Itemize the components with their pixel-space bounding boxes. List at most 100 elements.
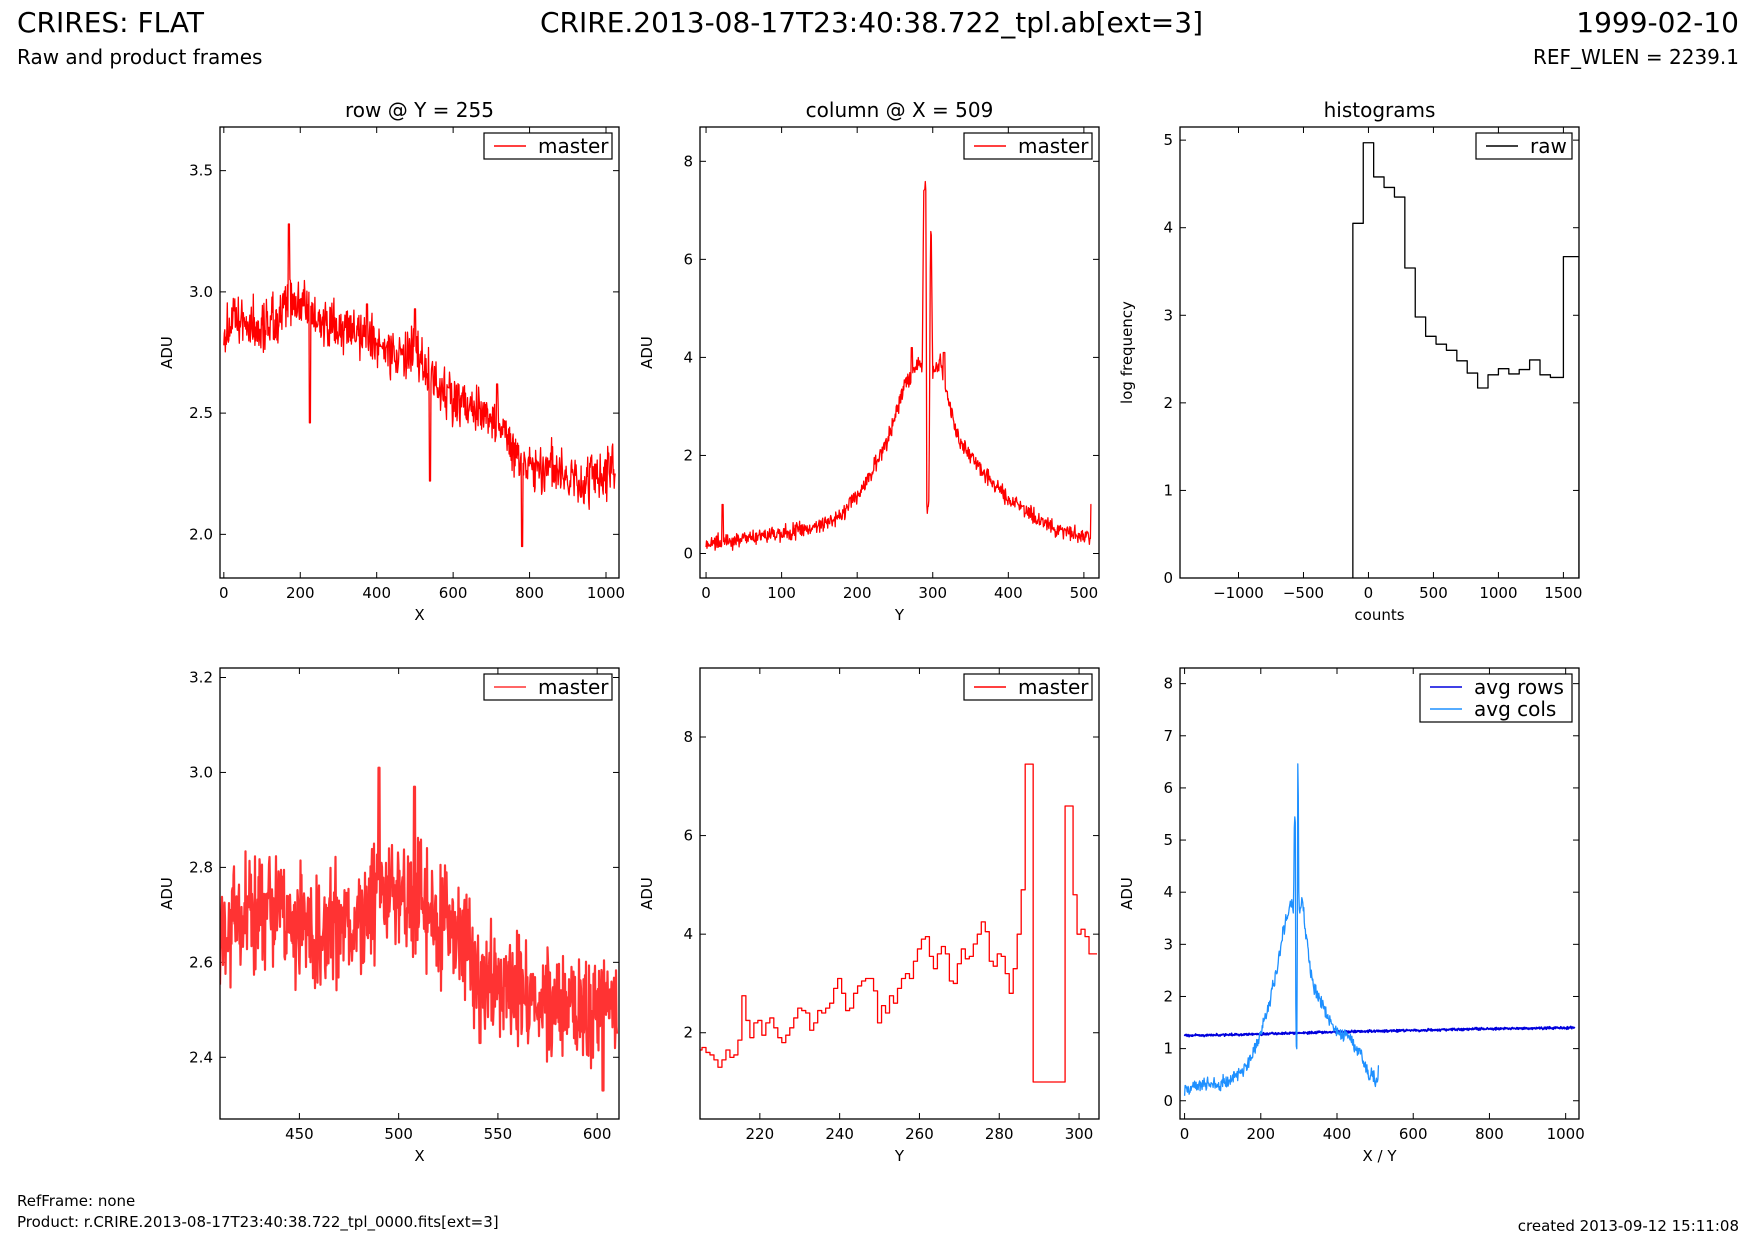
legend-label: master [1018,675,1089,699]
series-master [705,180,1092,551]
y-axis-label: ADU [638,336,656,369]
y-tick-label: 2.4 [189,1048,213,1066]
x-tick-label: 400 [994,584,1023,602]
legend-label: master [538,675,609,699]
plot-frame [1179,667,1580,1120]
plot-frame [1179,126,1580,579]
y-tick-label: 3 [1163,306,1173,324]
x-tick-label: 280 [985,1125,1014,1143]
y-tick-label: 2 [1163,987,1173,1005]
x-axis-label: X / Y [1362,1147,1397,1165]
x-axis-label: X [414,1147,424,1165]
x-tick-label: 600 [1399,1125,1428,1143]
x-tick-label: 400 [362,584,391,602]
ref-wlen-label: REF_WLEN = 2239.1 [1532,45,1739,69]
y-axis-label: ADU [158,877,176,910]
x-axis-label: Y [894,606,905,624]
plot-frame [699,667,1100,1120]
y-tick-label: 4 [683,348,693,366]
legend: master [483,132,613,160]
chart-title: row @ Y = 255 [345,98,494,122]
legend: master [963,673,1093,701]
plot-area [223,223,616,548]
file-title: CRIRE.2013-08-17T23:40:38.722_tpl.ab[ext… [540,6,1204,39]
y-tick-label: 6 [683,250,693,268]
y-axis-label: ADU [158,336,176,369]
legend-label: avg cols [1474,697,1556,721]
y-tick-label: 3.0 [189,763,213,781]
series-master [223,223,616,548]
x-tick-label: −1000 [1213,584,1264,602]
created-label: created 2013-09-12 15:11:08 [1517,1217,1739,1235]
y-tick-label: 2 [683,1024,693,1042]
series-avg-cols [1183,763,1380,1096]
x-tick-label: 200 [286,584,315,602]
col-plot: column @ X = 509 0 100 200 300 400 500 0 2 4 6 8 Y AD… [638,98,1100,624]
x-tick-label: 260 [905,1125,934,1143]
x-tick-label: 100 [767,584,796,602]
plot-frame [219,667,620,1120]
x-tick-label: 1000 [1479,584,1517,602]
y-tick-label: 3.0 [189,283,213,301]
x-tick-label: 0 [1364,584,1374,602]
x-tick-label: 1500 [1544,584,1582,602]
y-tick-label: 4 [1163,883,1173,901]
y-tick-label: 2.5 [189,404,213,422]
x-tick-label: 1000 [587,584,625,602]
plot-frame [699,126,1100,579]
x-tick-label: 200 [843,584,872,602]
chart-title: histograms [1324,98,1436,122]
x-tick-label: 500 [384,1125,413,1143]
y-tick-label: 8 [683,152,693,170]
plot-area [1352,142,1579,578]
y-tick-label: 0 [1163,1092,1173,1110]
x-tick-label: 550 [484,1125,513,1143]
x-axis-label: counts [1354,606,1404,624]
x-tick-label: 500 [1070,584,1099,602]
y-tick-label: 2.0 [189,525,213,543]
y-tick-label: 1 [1163,481,1173,499]
y-tick-label: 0 [683,544,693,562]
series-master [220,766,619,1092]
x-tick-label: 300 [1065,1125,1094,1143]
legend: raw [1475,132,1573,160]
page-title: CRIRES: FLAT [17,6,204,39]
y-tick-label: 1 [1163,1040,1173,1058]
y-tick-label: 2.6 [189,953,213,971]
y-axis-label: ADU [1118,877,1136,910]
x-tick-label: 600 [583,1125,612,1143]
plot-area [1183,763,1576,1096]
x-tick-label: 200 [1246,1125,1275,1143]
y-tick-label: 2 [1163,394,1173,412]
y-tick-label: 3.5 [189,162,213,180]
chart-title: column @ X = 509 [806,98,994,122]
col-zoom: 220 240 260 280 300 2 4 6 8 Y ADU master [638,667,1100,1165]
legend-label: master [1018,134,1089,158]
product-label: Product: r.CRIRE.2013-08-17T23:40:38.722… [17,1213,499,1231]
series-raw [1352,142,1579,578]
x-tick-label: 800 [1475,1125,1504,1143]
page-subtitle: Raw and product frames [17,45,263,69]
y-tick-label: 3.2 [189,668,213,686]
x-tick-label: 1000 [1547,1125,1585,1143]
x-tick-label: 0 [701,584,711,602]
plot-area [700,763,1098,1083]
row-zoom: 450 500 550 600 2.4 2.6 2.8 3.0 3.2 X ADU master [158,667,620,1165]
plot-frame [219,126,620,579]
series-avg-rows [1183,1025,1576,1038]
x-tick-label: 800 [515,584,544,602]
legend-label: avg rows [1474,675,1564,699]
row-plot: row @ Y = 255 0 200 400 600 800 1000 2.0 2.5 3.0 3… [158,98,625,624]
y-tick-label: 0 [1163,569,1173,587]
y-tick-label: 6 [683,827,693,845]
avg-plot: 0 200 400 600 800 1000 0 1 2 3 4 5 6 7 8 X / Y ADU avg ro… [1118,667,1585,1165]
x-tick-label: 450 [285,1125,314,1143]
legend-box [1419,673,1573,723]
legend-label: raw [1530,134,1567,158]
plot-area [220,766,619,1092]
y-axis-label: ADU [638,877,656,910]
y-tick-label: 4 [683,925,693,943]
x-axis-label: Y [894,1147,905,1165]
